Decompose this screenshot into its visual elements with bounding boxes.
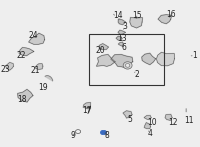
Text: 17: 17 — [82, 106, 91, 115]
Polygon shape — [35, 64, 43, 70]
Text: 8: 8 — [104, 131, 109, 140]
Polygon shape — [165, 114, 172, 120]
Text: 13: 13 — [117, 34, 127, 43]
Ellipse shape — [123, 62, 132, 69]
Polygon shape — [130, 17, 143, 28]
Text: 24: 24 — [29, 31, 38, 40]
Text: 23: 23 — [1, 65, 10, 75]
Text: 2: 2 — [134, 70, 139, 80]
Polygon shape — [83, 102, 91, 109]
Text: 19: 19 — [39, 82, 48, 92]
Polygon shape — [118, 42, 123, 46]
Polygon shape — [118, 19, 126, 25]
Text: 15: 15 — [132, 11, 142, 20]
Text: 14: 14 — [114, 11, 123, 20]
Text: 1: 1 — [193, 51, 197, 60]
Polygon shape — [99, 44, 108, 50]
Polygon shape — [19, 47, 34, 56]
Text: 10: 10 — [147, 118, 157, 127]
Polygon shape — [29, 33, 45, 44]
Polygon shape — [142, 53, 156, 65]
Polygon shape — [123, 111, 132, 118]
Text: 21: 21 — [31, 66, 40, 75]
Polygon shape — [158, 15, 172, 24]
Polygon shape — [118, 30, 125, 34]
Text: 16: 16 — [166, 10, 175, 20]
Text: 6: 6 — [122, 42, 127, 52]
Bar — [89, 34, 164, 85]
Text: 9: 9 — [71, 131, 76, 140]
Polygon shape — [144, 123, 150, 129]
Text: 4: 4 — [148, 129, 153, 138]
Text: 18: 18 — [17, 95, 27, 104]
Text: 3: 3 — [122, 22, 127, 31]
Polygon shape — [18, 89, 33, 102]
Polygon shape — [5, 62, 14, 70]
Text: 7: 7 — [86, 107, 90, 116]
Polygon shape — [111, 55, 133, 68]
Polygon shape — [144, 115, 151, 120]
Polygon shape — [45, 76, 53, 81]
Ellipse shape — [125, 64, 130, 67]
Text: 22: 22 — [17, 51, 26, 60]
Text: 20: 20 — [96, 46, 105, 55]
Text: 5: 5 — [128, 115, 133, 124]
Text: 11: 11 — [184, 116, 193, 125]
Polygon shape — [157, 52, 174, 66]
Polygon shape — [116, 36, 122, 40]
Polygon shape — [96, 54, 115, 66]
Text: 12: 12 — [168, 118, 177, 127]
